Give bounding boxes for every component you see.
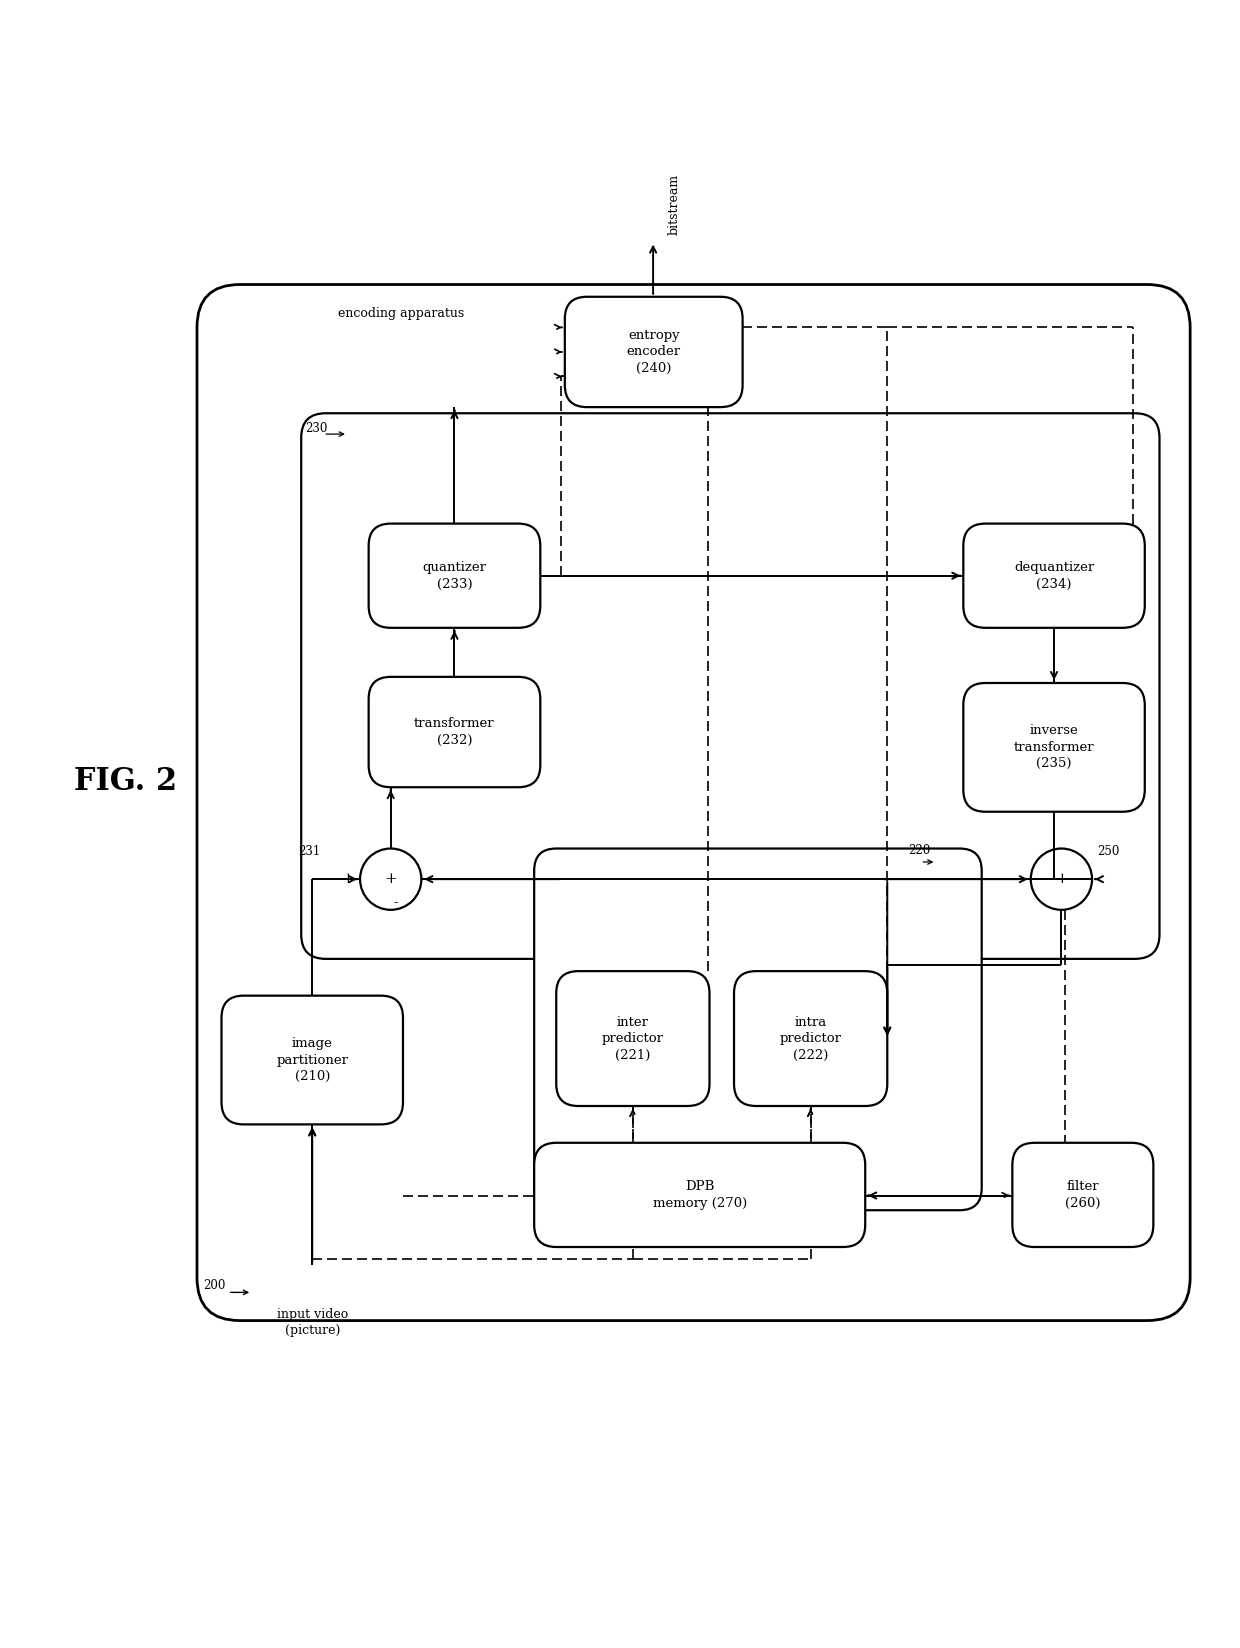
Text: DPB
memory (270): DPB memory (270) xyxy=(652,1180,746,1210)
FancyBboxPatch shape xyxy=(734,971,888,1106)
FancyBboxPatch shape xyxy=(557,971,709,1106)
Text: FIG. 2: FIG. 2 xyxy=(74,766,177,796)
Text: encoding apparatus: encoding apparatus xyxy=(339,307,464,320)
Text: 250: 250 xyxy=(1097,845,1120,859)
FancyBboxPatch shape xyxy=(368,677,541,788)
Text: +: + xyxy=(1055,872,1068,887)
Text: intra
predictor
(222): intra predictor (222) xyxy=(780,1015,842,1061)
Text: -: - xyxy=(393,897,398,910)
FancyBboxPatch shape xyxy=(301,414,1159,959)
Text: 220: 220 xyxy=(908,844,930,857)
Text: bitstream: bitstream xyxy=(668,175,681,236)
Text: entropy
encoder
(240): entropy encoder (240) xyxy=(626,330,681,376)
Text: filter
(260): filter (260) xyxy=(1065,1180,1101,1210)
Text: image
partitioner
(210): image partitioner (210) xyxy=(277,1037,348,1083)
FancyBboxPatch shape xyxy=(197,285,1190,1320)
Text: +: + xyxy=(341,872,355,887)
Text: inverse
transformer
(235): inverse transformer (235) xyxy=(1014,725,1095,770)
FancyBboxPatch shape xyxy=(222,995,403,1124)
FancyBboxPatch shape xyxy=(534,1142,866,1248)
Text: transformer
(232): transformer (232) xyxy=(414,717,495,747)
FancyBboxPatch shape xyxy=(963,524,1145,628)
FancyBboxPatch shape xyxy=(534,849,982,1210)
Text: 230: 230 xyxy=(305,422,327,435)
Text: 231: 231 xyxy=(299,845,321,859)
Text: dequantizer
(234): dequantizer (234) xyxy=(1014,560,1094,590)
Text: input video
(picture): input video (picture) xyxy=(277,1309,348,1337)
Text: inter
predictor
(221): inter predictor (221) xyxy=(601,1015,663,1061)
FancyBboxPatch shape xyxy=(963,682,1145,812)
FancyBboxPatch shape xyxy=(1012,1142,1153,1248)
FancyBboxPatch shape xyxy=(368,524,541,628)
FancyBboxPatch shape xyxy=(565,297,743,407)
Text: +: + xyxy=(384,872,397,887)
Text: 200: 200 xyxy=(203,1279,226,1292)
Text: quantizer
(233): quantizer (233) xyxy=(423,560,486,590)
